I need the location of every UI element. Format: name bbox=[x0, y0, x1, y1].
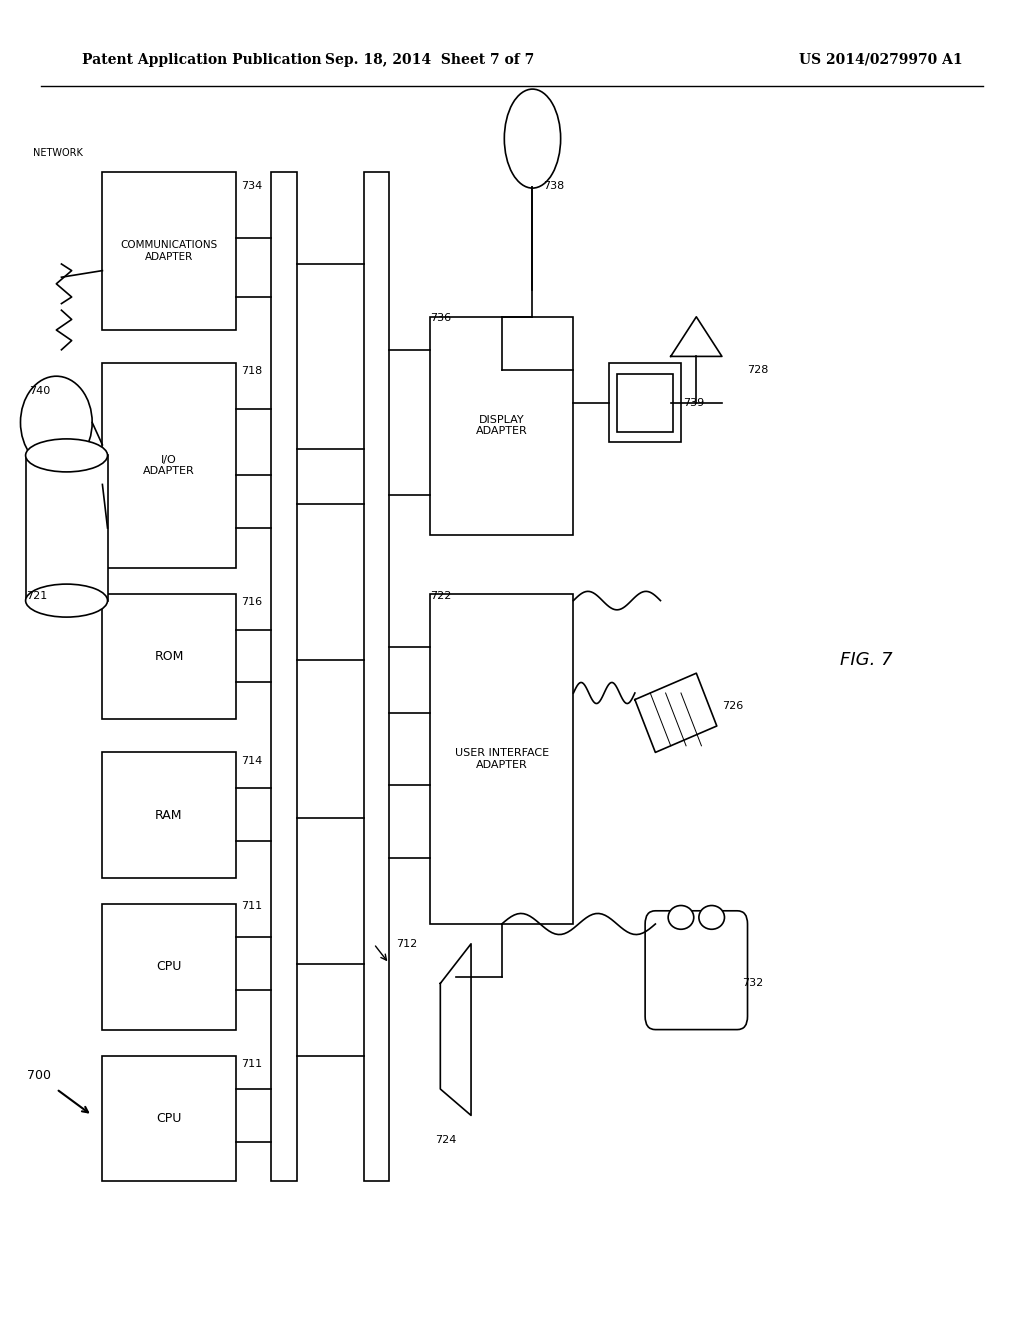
Circle shape bbox=[20, 376, 92, 469]
Polygon shape bbox=[635, 673, 717, 752]
FancyBboxPatch shape bbox=[430, 317, 573, 535]
Text: Sep. 18, 2014  Sheet 7 of 7: Sep. 18, 2014 Sheet 7 of 7 bbox=[326, 53, 535, 67]
FancyBboxPatch shape bbox=[102, 172, 236, 330]
FancyBboxPatch shape bbox=[645, 911, 748, 1030]
Text: RAM: RAM bbox=[156, 809, 182, 821]
Ellipse shape bbox=[26, 438, 108, 471]
Text: 711: 711 bbox=[241, 900, 262, 911]
FancyBboxPatch shape bbox=[102, 752, 236, 878]
Text: COMMUNICATIONS
ADAPTER: COMMUNICATIONS ADAPTER bbox=[121, 240, 217, 261]
Text: 740: 740 bbox=[29, 385, 50, 396]
Text: 712: 712 bbox=[396, 939, 418, 949]
Ellipse shape bbox=[669, 906, 694, 929]
Text: 734: 734 bbox=[241, 181, 262, 191]
Text: FIG. 7: FIG. 7 bbox=[840, 651, 892, 669]
Text: 711: 711 bbox=[241, 1059, 262, 1069]
FancyBboxPatch shape bbox=[102, 594, 236, 719]
Text: 738: 738 bbox=[543, 181, 564, 191]
Text: 739: 739 bbox=[683, 397, 705, 408]
Text: USER INTERFACE
ADAPTER: USER INTERFACE ADAPTER bbox=[455, 748, 549, 770]
Text: 700: 700 bbox=[27, 1069, 51, 1082]
Text: CPU: CPU bbox=[157, 1113, 181, 1125]
FancyBboxPatch shape bbox=[102, 363, 236, 568]
Text: 714: 714 bbox=[241, 755, 262, 766]
Text: 732: 732 bbox=[742, 978, 764, 989]
Ellipse shape bbox=[504, 88, 561, 187]
FancyBboxPatch shape bbox=[102, 1056, 236, 1181]
Text: 728: 728 bbox=[748, 364, 769, 375]
FancyBboxPatch shape bbox=[617, 374, 673, 432]
FancyBboxPatch shape bbox=[364, 172, 389, 1181]
Text: 716: 716 bbox=[241, 597, 262, 607]
Text: Patent Application Publication: Patent Application Publication bbox=[82, 53, 322, 67]
Text: 724: 724 bbox=[435, 1135, 457, 1146]
Text: I/O
ADAPTER: I/O ADAPTER bbox=[143, 454, 195, 477]
FancyBboxPatch shape bbox=[102, 904, 236, 1030]
Text: 736: 736 bbox=[430, 313, 452, 323]
FancyBboxPatch shape bbox=[609, 363, 681, 442]
Text: ROM: ROM bbox=[155, 651, 183, 663]
Ellipse shape bbox=[26, 585, 108, 618]
Text: US 2014/0279970 A1: US 2014/0279970 A1 bbox=[799, 53, 963, 67]
Text: 726: 726 bbox=[722, 701, 743, 711]
FancyBboxPatch shape bbox=[26, 455, 108, 601]
Text: 722: 722 bbox=[430, 590, 452, 601]
Polygon shape bbox=[440, 944, 471, 1115]
Text: 721: 721 bbox=[26, 590, 47, 601]
FancyBboxPatch shape bbox=[430, 594, 573, 924]
FancyBboxPatch shape bbox=[271, 172, 297, 1181]
Text: CPU: CPU bbox=[157, 961, 181, 973]
Text: NETWORK: NETWORK bbox=[33, 148, 83, 158]
Text: 718: 718 bbox=[241, 366, 262, 376]
Ellipse shape bbox=[699, 906, 725, 929]
Text: DISPLAY
ADAPTER: DISPLAY ADAPTER bbox=[476, 414, 527, 437]
